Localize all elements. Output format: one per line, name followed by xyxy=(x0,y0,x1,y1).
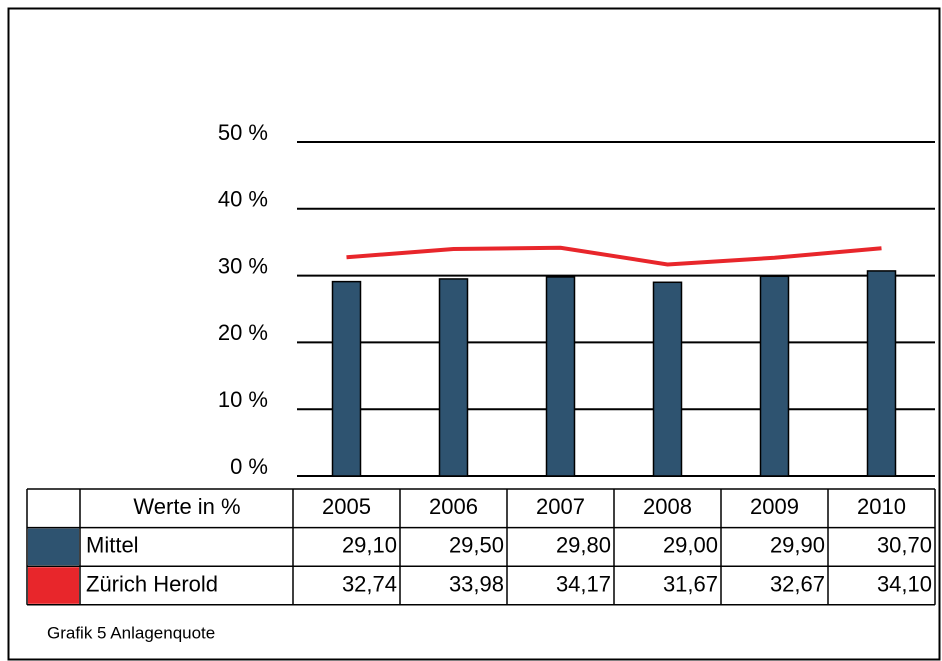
x-tick-label: 2010 xyxy=(857,494,906,519)
y-tick-label: 0 % xyxy=(230,454,268,479)
table-header: Werte in % xyxy=(133,494,240,519)
value-label: 29,50 xyxy=(449,533,504,558)
caption: Grafik 5 Anlagenquote xyxy=(47,623,215,642)
legend-swatch xyxy=(28,567,79,604)
value-label: 30,70 xyxy=(877,533,932,558)
x-tick-label: 2006 xyxy=(429,494,478,519)
value-label: 32,74 xyxy=(342,571,397,596)
value-label: 31,67 xyxy=(663,571,718,596)
value-label: 29,10 xyxy=(342,533,397,558)
x-tick-label: 2008 xyxy=(643,494,692,519)
value-label: 34,17 xyxy=(556,571,611,596)
legend-swatch xyxy=(28,528,79,566)
value-label: 29,00 xyxy=(663,533,718,558)
bar xyxy=(759,275,790,477)
y-tick-label: 40 % xyxy=(218,187,268,212)
y-tick-label: 30 % xyxy=(218,253,268,278)
y-tick-label: 20 % xyxy=(218,320,268,345)
line xyxy=(346,245,882,267)
legend-label: Zürich Herold xyxy=(86,571,218,596)
y-tick-label: 50 % xyxy=(218,120,268,145)
bar xyxy=(331,280,362,477)
value-label: 34,10 xyxy=(877,571,932,596)
bar xyxy=(545,276,576,477)
legend-label: Mittel xyxy=(86,533,139,558)
x-tick-label: 2009 xyxy=(750,494,799,519)
x-tick-label: 2007 xyxy=(536,494,585,519)
frame xyxy=(7,7,941,661)
value-label: 29,80 xyxy=(556,533,611,558)
y-tick-label: 10 % xyxy=(218,387,268,412)
bar xyxy=(652,281,683,477)
bar xyxy=(866,270,897,477)
value-label: 32,67 xyxy=(770,571,825,596)
bar xyxy=(438,278,469,477)
value-label: 29,90 xyxy=(770,533,825,558)
value-label: 33,98 xyxy=(449,571,504,596)
x-tick-label: 2005 xyxy=(322,494,371,519)
